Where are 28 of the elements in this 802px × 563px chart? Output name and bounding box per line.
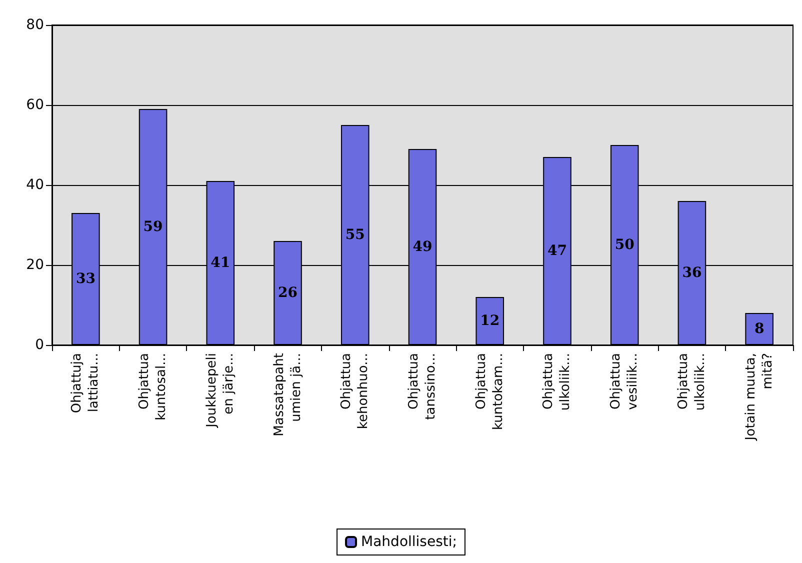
x-tick-label: Joukkuepeli en järje...	[204, 353, 236, 428]
x-tick-label: Ohjattua vesiliik...	[608, 353, 641, 410]
y-tick-label: 0	[35, 337, 44, 353]
data-label: 12	[480, 313, 500, 329]
x-tick-label: Jotain muuta, mitä?	[743, 353, 776, 442]
x-tick-label: Ohjattua ulkoliik...	[541, 353, 574, 411]
y-tick-label: 80	[26, 17, 44, 33]
y-tick-label: 60	[26, 97, 44, 113]
data-label: 49	[412, 239, 432, 255]
x-tick-label: Ohjattua tanssino...	[406, 353, 438, 420]
data-label: 33	[76, 271, 96, 287]
data-label: 59	[143, 219, 163, 235]
data-label: 41	[210, 255, 230, 271]
y-tick-label: 20	[26, 257, 44, 273]
x-tick-label: Ohjattua kuntosal...	[137, 353, 170, 420]
x-tick-label: Ohjattua kehonhuo...	[339, 353, 372, 430]
legend-label: Mahdollisesti;	[361, 534, 457, 550]
data-label: 26	[278, 285, 298, 301]
x-tick-label: Ohjattuja lattiatu...	[70, 353, 102, 414]
data-label: 36	[682, 265, 702, 281]
data-label: 50	[614, 237, 635, 253]
x-tick-label: Ohjattua ulkoliik...	[676, 353, 708, 411]
x-tick-label: Ohjattua kuntokam...	[474, 353, 506, 430]
x-tick-label: Massatapaht umien jä...	[272, 353, 304, 436]
data-label: 8	[754, 321, 764, 337]
data-label: 47	[547, 243, 567, 259]
data-label: 55	[345, 227, 365, 243]
y-tick-label: 40	[26, 177, 44, 193]
